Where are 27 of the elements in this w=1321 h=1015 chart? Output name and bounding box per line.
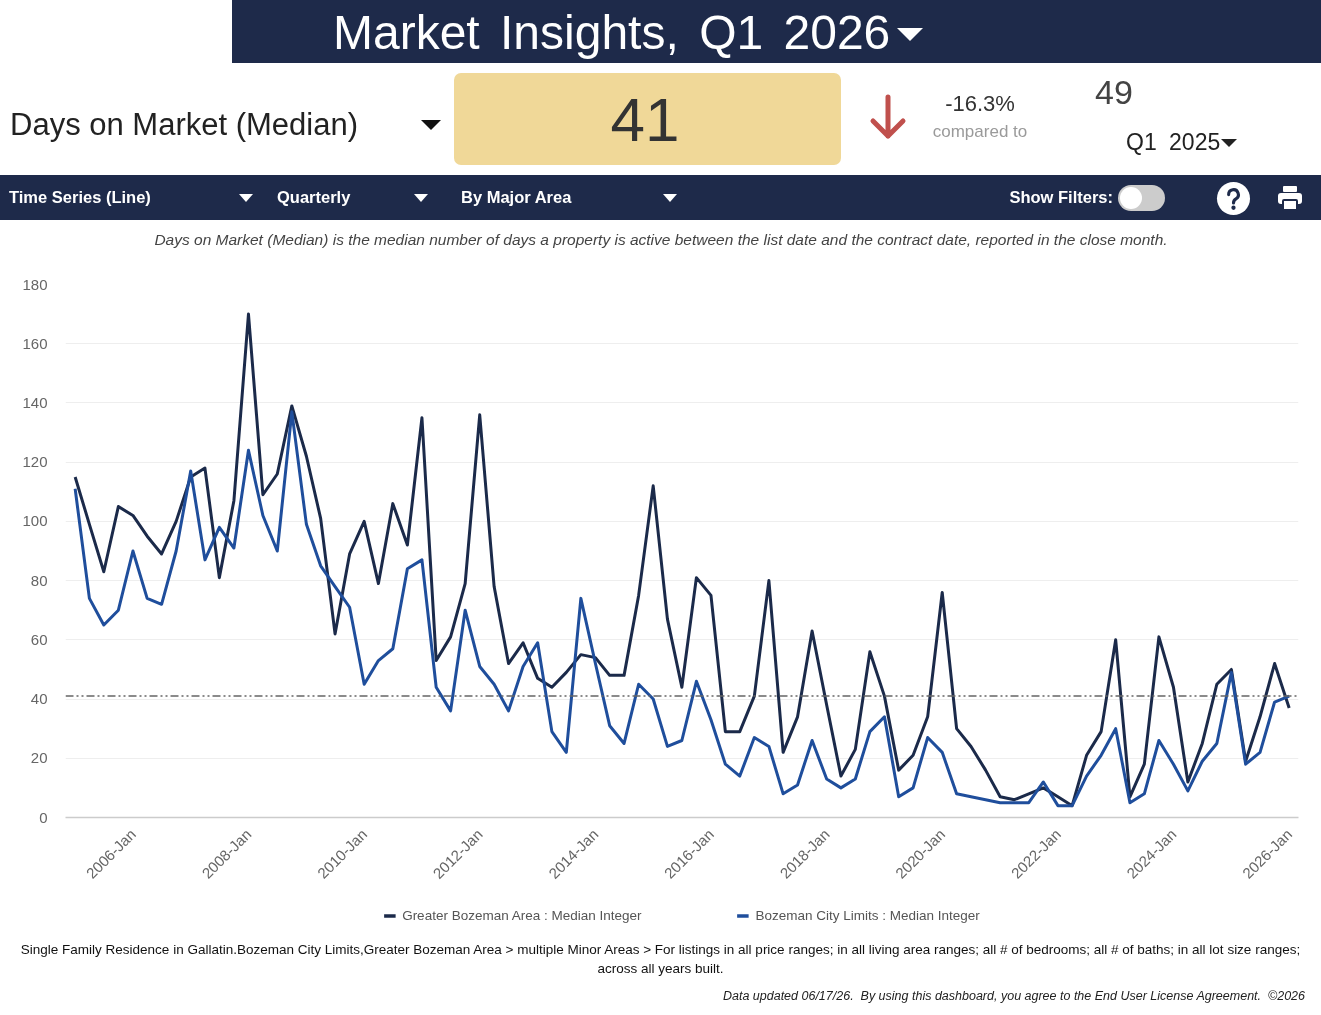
text: Days on Market (Median) is the median number of days a property is active between the list date and the contract date, reported in the close month. bbox=[154, 230, 1168, 250]
text: Time Series (Line) bbox=[9, 188, 151, 208]
text: 41 bbox=[610, 83, 680, 156]
text: Quarterly bbox=[277, 188, 351, 208]
text: -16.3% bbox=[945, 90, 1015, 118]
text: compared to bbox=[932, 121, 1028, 143]
y-tick-label: 100 bbox=[22, 512, 48, 530]
chart-title: Market Insights, Q1 2026 bbox=[333, 5, 891, 62]
text: Q1 2025 bbox=[1126, 129, 1221, 157]
chart-subtitle: Days on Market (Median) bbox=[10, 106, 359, 144]
y-tick-label: 180 bbox=[22, 275, 48, 293]
y-tick-label: 20 bbox=[30, 749, 48, 767]
y-tick-label: 140 bbox=[22, 393, 48, 411]
y-tick-label: 160 bbox=[22, 334, 48, 352]
text: 49 bbox=[1095, 71, 1133, 113]
y-tick-label: 60 bbox=[30, 630, 48, 648]
y-tick-label: 120 bbox=[22, 453, 48, 471]
y-tick-label: 0 bbox=[39, 808, 48, 826]
y-tick-label: 40 bbox=[30, 690, 48, 708]
text: Single Family Residence in Gallatin.Bozeman City Limits,Greater Bozeman Area > multiple Minor Areas > For listings in all price ranges; in all living area ranges; all # of bedrooms; all # of baths; in all lot size ranges; across all years built. bbox=[20, 941, 1301, 978]
y-tick-label: 80 bbox=[30, 571, 48, 589]
text: Data updated 06/17/26. By using this dashboard, you agree to the End User License Agreement. ©2026 bbox=[722, 988, 1305, 1004]
text: By Major Area bbox=[461, 188, 572, 208]
line-series bbox=[73, 410, 1291, 808]
legend-label: Greater Bozeman Area : Median Integer bbox=[402, 907, 642, 923]
text: Show Filters: bbox=[1009, 188, 1113, 208]
legend-label: Bozeman City Limits : Median Integer bbox=[755, 907, 980, 923]
